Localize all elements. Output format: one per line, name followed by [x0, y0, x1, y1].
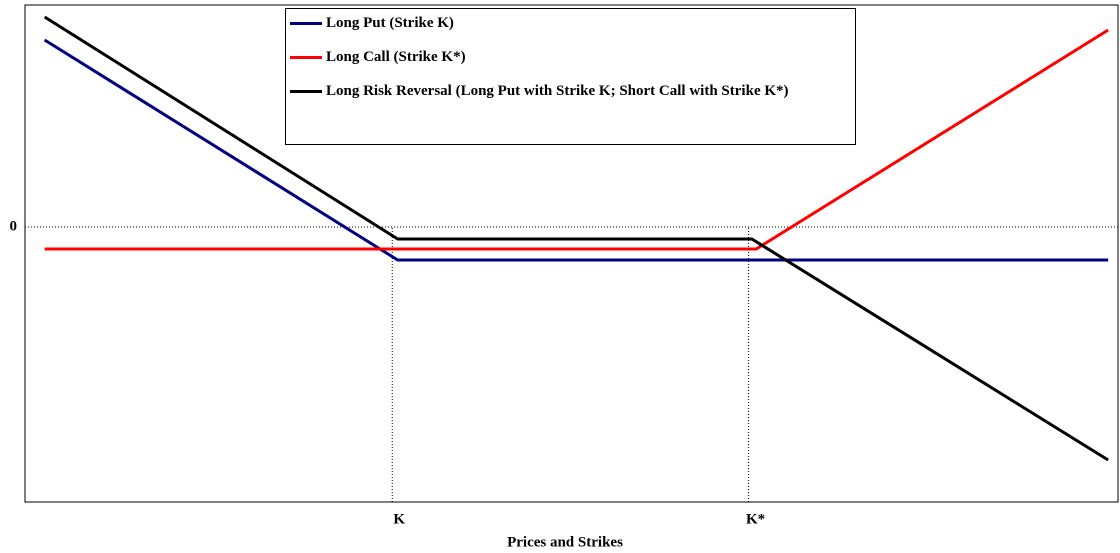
legend-label: Long Put (Strike K) [326, 15, 454, 31]
legend-item: Long Put (Strike K) [290, 15, 847, 31]
series-line [44, 28, 1109, 251]
legend-swatch [290, 22, 322, 25]
legend-swatch [290, 90, 322, 93]
series-line [43, 15, 1109, 462]
legend: Long Put (Strike K) Long Call (Strike K*)… [285, 8, 856, 145]
legend-item: Long Call (Strike K*) [290, 49, 847, 65]
legend-label: Long Call (Strike K*) [326, 49, 466, 65]
legend-item: Long Risk Reversal (Long Put with Strike… [290, 83, 847, 99]
x-tick-label: K* [746, 511, 765, 527]
x-tick-label: K [393, 511, 405, 527]
plot-frame [24, 4, 1119, 503]
legend-swatch [290, 56, 322, 59]
series-line [43, 38, 1109, 262]
x-axis-label: Prices and Strikes [507, 534, 623, 550]
legend-label: Long Risk Reversal (Long Put with Strike… [326, 83, 789, 99]
y-tick-label: 0 [10, 218, 18, 234]
